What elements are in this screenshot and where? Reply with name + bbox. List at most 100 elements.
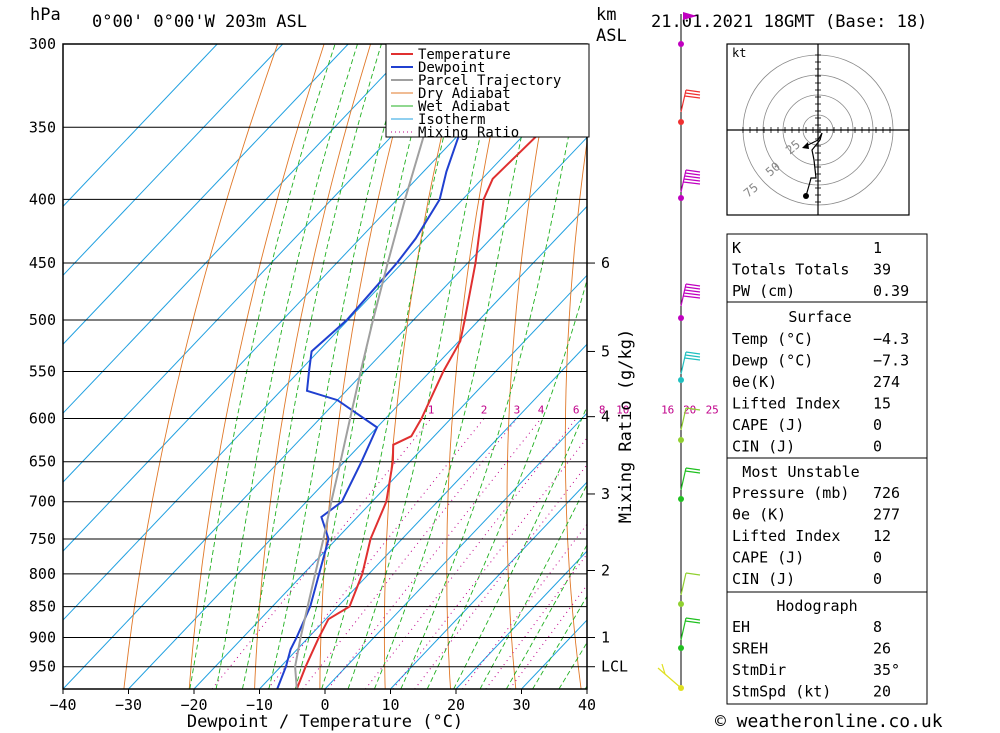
dry-adiabat-line bbox=[446, 44, 511, 689]
isotherm-line bbox=[63, 44, 218, 208]
table-row-label: Dewp (°C) bbox=[732, 352, 813, 370]
temperature-line bbox=[295, 72, 587, 689]
pressure-tick-label: 550 bbox=[29, 363, 56, 381]
table-row-value: 0 bbox=[873, 438, 882, 456]
isotherm-line bbox=[63, 44, 546, 552]
mixing-ratio-label: 2 bbox=[481, 404, 488, 417]
isotherm-line bbox=[324, 412, 587, 689]
wind-barb-flag bbox=[684, 357, 701, 361]
wind-barb-flag bbox=[684, 289, 701, 293]
wet-adiabat-line bbox=[189, 44, 336, 689]
location-title: 0°00' 0°00'W 203m ASL bbox=[92, 12, 307, 32]
dry-adiabat-line bbox=[974, 44, 1000, 689]
isotherm-line bbox=[390, 481, 587, 689]
dry-adiabat-line bbox=[254, 44, 372, 689]
table-row-label: Lifted Index bbox=[732, 395, 840, 413]
temperature-tick-label: 10 bbox=[381, 696, 399, 714]
wind-level-dot bbox=[678, 645, 684, 651]
table-row-label: θe (K) bbox=[732, 506, 786, 524]
wind-barb-flag bbox=[685, 407, 701, 411]
pressure-unit-label: hPa bbox=[30, 5, 61, 25]
km-tick-label: LCL bbox=[601, 658, 628, 676]
table-row-label: SREH bbox=[732, 640, 768, 658]
pressure-tick-label: 400 bbox=[29, 190, 56, 208]
mixing-ratio-line bbox=[267, 418, 485, 689]
wind-barb-flag bbox=[685, 169, 701, 173]
wind-barb-flag bbox=[685, 617, 701, 621]
legend-item-parcel: Parcel Trajectory bbox=[418, 73, 561, 89]
parcel-trajectory-line bbox=[294, 44, 455, 689]
mixing-ratio-line bbox=[509, 584, 587, 689]
pressure-tick-label: 850 bbox=[29, 598, 56, 616]
dry-adiabat-line bbox=[928, 44, 1000, 689]
wind-barb-flag bbox=[685, 620, 701, 624]
wet-adiabat-line bbox=[268, 44, 408, 689]
isotherm-line bbox=[63, 44, 349, 345]
wet-adiabat-line bbox=[505, 544, 587, 689]
wind-barb-staff bbox=[680, 407, 687, 431]
wet-adiabat-line bbox=[426, 278, 587, 689]
table-row-label: Pressure (mb) bbox=[732, 484, 849, 502]
pressure-tick-labels: 300 350 400 450 500 550 600 650 700 750 800 850 900 9… bbox=[29, 35, 56, 676]
legend-item-wet-adiabat: Wet Adiabat bbox=[418, 99, 511, 115]
isotherm-line bbox=[193, 274, 587, 689]
table-row-value: −4.3 bbox=[873, 330, 909, 348]
table-row-value: 15 bbox=[873, 395, 891, 413]
storm-motion-arrowhead bbox=[802, 142, 809, 149]
datetime-title: 21.01.2021 18GMT (Base: 18) bbox=[651, 12, 927, 32]
wet-adiabat-line bbox=[347, 44, 502, 689]
wind-barb-flag bbox=[683, 295, 701, 299]
pressure-tick-label: 500 bbox=[29, 311, 56, 329]
right-axis-label: Mixing Ratio (g/kg) bbox=[616, 329, 636, 523]
isotherm-line bbox=[63, 44, 415, 414]
km-tick-label: 3 bbox=[601, 485, 610, 503]
pressure-tick-label: 700 bbox=[29, 493, 56, 511]
wind-barb-flag bbox=[685, 283, 701, 287]
legend-item-dry-adiabat: Dry Adiabat bbox=[418, 86, 511, 102]
wind-barb-staff bbox=[680, 89, 687, 113]
pressure-tick-label: 800 bbox=[29, 565, 56, 583]
isotherm-line bbox=[259, 343, 587, 689]
table-row-value: 0 bbox=[873, 570, 882, 588]
wet-adiabat-line bbox=[241, 44, 382, 689]
table-row-value: 0 bbox=[873, 549, 882, 567]
hodograph-unit-label: kt bbox=[732, 46, 746, 60]
table-row-value: 0.39 bbox=[873, 282, 909, 300]
hodograph-table: Hodograph EH 8 SREH 26 StmDir 35° StmSpd (kt) 2… bbox=[726, 591, 928, 705]
surface-title: Surface bbox=[788, 308, 851, 326]
sounding-series bbox=[276, 44, 587, 689]
wind-level-dot bbox=[678, 315, 684, 321]
table-row-label: CIN (J) bbox=[732, 438, 795, 456]
wind-level-dot bbox=[678, 601, 684, 607]
hodograph-trace bbox=[805, 132, 823, 197]
table-row-label: θe(K) bbox=[732, 373, 777, 391]
table-row-label: Totals Totals bbox=[732, 261, 849, 279]
wind-barb-staff bbox=[657, 667, 682, 689]
wind-barb-staff bbox=[680, 467, 687, 491]
temperature-tick-label: −10 bbox=[246, 696, 273, 714]
km-tick-label: 1 bbox=[601, 629, 610, 647]
wet-adiabat-line bbox=[321, 44, 467, 689]
temperature-tick-labels: −40 −30 −20 −10 0 10 20 30 40 bbox=[49, 689, 596, 714]
wind-barb-flag bbox=[683, 178, 701, 182]
table-row-value: 35° bbox=[873, 661, 900, 679]
table-row-value: 12 bbox=[873, 527, 891, 545]
wind-barb-flag bbox=[683, 181, 701, 185]
mixing-ratio-label: 1 bbox=[428, 404, 435, 417]
wet-adiabat-line bbox=[215, 44, 358, 689]
mixing-ratio-line bbox=[211, 418, 432, 689]
wind-barb-staff bbox=[680, 169, 687, 193]
wind-barb-flag bbox=[685, 286, 701, 290]
mixing-ratio-label: 25 bbox=[706, 404, 719, 417]
wet-adiabat-line bbox=[373, 44, 542, 689]
asl-label: ASL bbox=[596, 26, 627, 46]
table-row-label: K bbox=[732, 239, 741, 257]
legend-item-isotherm: Isotherm bbox=[418, 112, 485, 128]
wet-adiabat-line bbox=[479, 483, 587, 689]
temperature-tick-label: 20 bbox=[447, 696, 465, 714]
mixing-ratio-line bbox=[302, 418, 518, 689]
wind-barb-flag bbox=[683, 292, 701, 296]
wind-barb-flag bbox=[661, 663, 666, 675]
temperature-tick-label: −20 bbox=[180, 696, 207, 714]
